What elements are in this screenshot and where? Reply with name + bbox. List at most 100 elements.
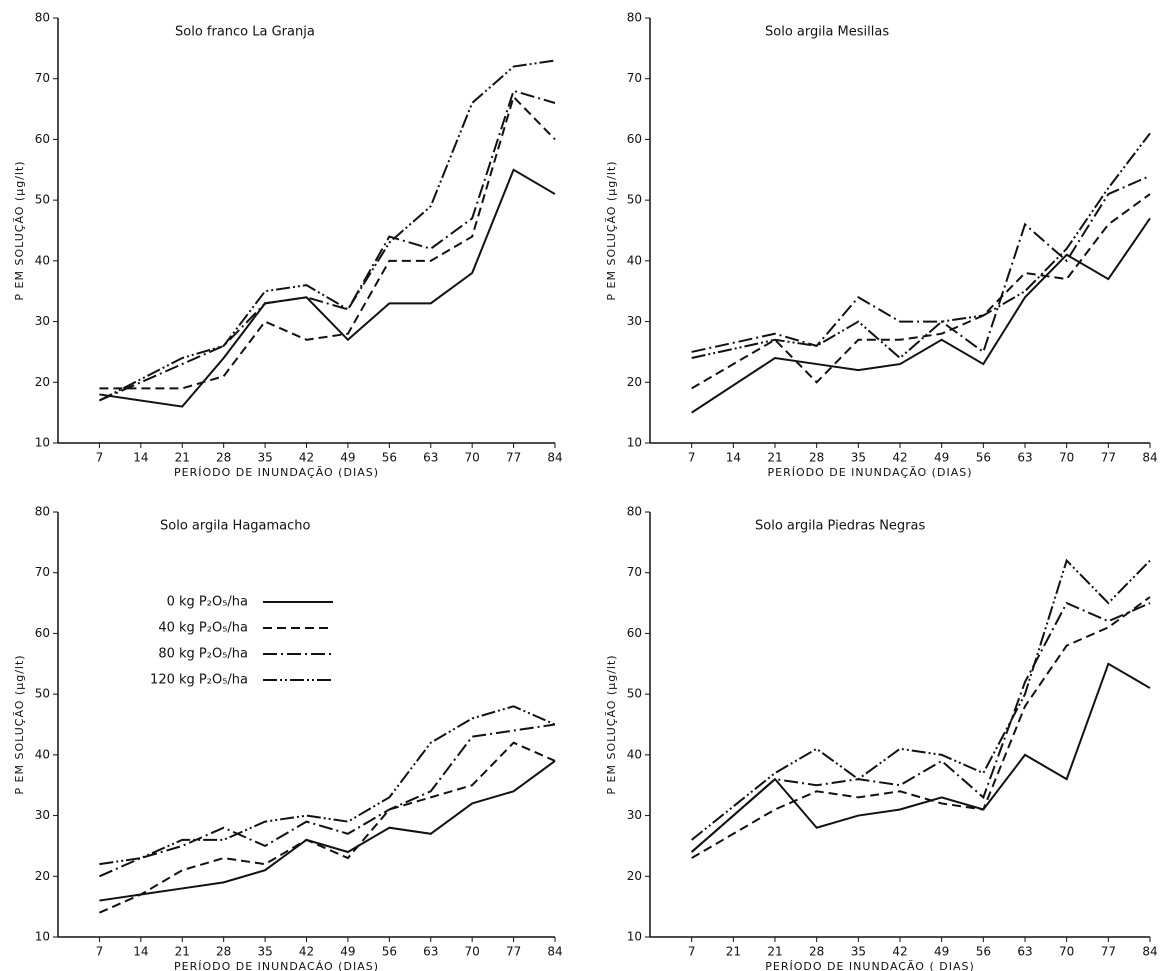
y-tick-label: 20 — [627, 869, 642, 883]
series-line — [691, 596, 1151, 859]
x-axis-label: PERÍODO DE INUNDAÇÃO (DIAS) — [767, 466, 972, 479]
x-tick-label: 21 — [175, 945, 190, 959]
x-tick-label: 56 — [382, 945, 397, 959]
y-axis-label: P EM SOLUÇÃO (µg/lt) — [13, 160, 26, 300]
x-tick-label: 42 — [299, 451, 314, 465]
x-tick-label: 49 — [934, 451, 949, 465]
series-line — [691, 193, 1151, 390]
panel: 10 20 30 40 50 60 70 80 7 14 21 28 35 42 49 56 63 70 77 84 S… — [605, 11, 1158, 480]
x-tick-label: 70 — [465, 945, 480, 959]
y-tick-label: 50 — [627, 687, 642, 701]
y-axis-label: P EM SOLUÇÃO (µg/lt) — [13, 654, 26, 794]
series-line — [691, 601, 1151, 853]
x-tick-label: 56 — [976, 945, 991, 959]
y-tick-label: 30 — [35, 808, 50, 822]
x-tick-label: 14 — [133, 451, 148, 465]
y-tick-label: 30 — [627, 314, 642, 328]
x-tick-label: 63 — [423, 945, 438, 959]
x-tick-label: 77 — [1101, 451, 1116, 465]
y-tick-label: 20 — [35, 869, 50, 883]
chart-title: Solo franco La Granja — [175, 25, 315, 40]
x-tick-label: 42 — [892, 451, 907, 465]
x-tick-label: 28 — [216, 451, 231, 465]
series-line — [691, 217, 1151, 414]
x-tick-label: 84 — [547, 451, 562, 465]
series-line — [99, 741, 556, 914]
x-tick-label: 28 — [216, 945, 231, 959]
y-tick-label: 80 — [35, 505, 50, 519]
y-axis-label: P EM SOLUÇÃO (µg/lt) — [605, 160, 618, 300]
panel: 10 20 30 40 50 60 70 80 7 14 21 28 35 42 49 56 63 70 77 84 S… — [13, 11, 563, 480]
series-line — [99, 723, 556, 878]
series-line — [99, 760, 556, 902]
y-tick-label: 50 — [627, 193, 642, 207]
x-tick-label: 77 — [1101, 945, 1116, 959]
y-tick-label: 20 — [627, 375, 642, 389]
x-tick-label: 70 — [1059, 451, 1074, 465]
x-tick-label: 7 — [96, 945, 104, 959]
legend-label: 40 kg P₂O₅/ha — [158, 621, 248, 636]
series-line — [691, 662, 1151, 853]
y-tick-label: 60 — [35, 626, 50, 640]
x-tick-label: 42 — [299, 945, 314, 959]
y-tick-label: 70 — [627, 565, 642, 579]
y-tick-label: 80 — [35, 11, 50, 25]
series-line — [691, 174, 1151, 354]
y-tick-label: 40 — [627, 253, 642, 267]
y-tick-label: 80 — [627, 11, 642, 25]
series-line — [99, 168, 556, 408]
chart-title: Solo argila Piedras Negras — [755, 519, 925, 534]
x-tick-label: 21 — [726, 945, 741, 959]
chart-title: Solo argila Mesillas — [765, 25, 889, 40]
legend-label: 120 kg P₂O₅/ha — [150, 673, 248, 688]
panel: 10 20 30 40 50 60 70 80 7 14 21 28 35 42 49 56 63 70 77 84 S… — [13, 505, 563, 971]
y-tick-label: 50 — [35, 193, 50, 207]
series-line — [691, 132, 1151, 360]
y-tick-label: 20 — [35, 375, 50, 389]
y-tick-label: 10 — [35, 930, 50, 944]
series-line — [99, 95, 556, 390]
x-tick-label: 35 — [851, 945, 866, 959]
x-tick-label: 21 — [175, 451, 190, 465]
x-tick-label: 7 — [96, 451, 104, 465]
y-tick-label: 30 — [627, 808, 642, 822]
x-tick-label: 70 — [465, 451, 480, 465]
x-tick-label: 56 — [976, 451, 991, 465]
chart-title: Solo argila Hagamacho — [160, 519, 311, 534]
y-tick-label: 70 — [35, 71, 50, 85]
x-tick-label: 63 — [1017, 451, 1032, 465]
x-tick-label: 7 — [688, 451, 696, 465]
y-tick-label: 70 — [627, 71, 642, 85]
x-tick-label: 35 — [851, 451, 866, 465]
y-tick-label: 10 — [35, 436, 50, 450]
x-axis-label: PERÍODO DE INUNDAÇÃO ( DIAS) — [765, 960, 975, 971]
x-tick-label: 21 — [767, 945, 782, 959]
y-axis-label: P EM SOLUÇÃO (µg/lt) — [605, 654, 618, 794]
x-tick-label: 63 — [1017, 945, 1032, 959]
y-tick-label: 30 — [35, 314, 50, 328]
x-tick-label: 21 — [767, 451, 782, 465]
series-line — [99, 89, 556, 402]
x-tick-label: 35 — [257, 945, 272, 959]
x-tick-label: 14 — [133, 945, 148, 959]
x-tick-label: 49 — [340, 945, 355, 959]
y-tick-label: 40 — [35, 747, 50, 761]
y-tick-label: 40 — [35, 253, 50, 267]
y-tick-label: 70 — [35, 565, 50, 579]
x-tick-label: 14 — [726, 451, 741, 465]
x-tick-label: 49 — [340, 451, 355, 465]
x-tick-label: 63 — [423, 451, 438, 465]
x-axis-label: PERÍODO DE INUNDAÇÃO (DIAS) — [174, 466, 379, 479]
x-tick-label: 84 — [1142, 451, 1157, 465]
x-tick-label: 28 — [809, 451, 824, 465]
x-tick-label: 28 — [809, 945, 824, 959]
y-tick-label: 80 — [627, 505, 642, 519]
x-tick-label: 49 — [934, 945, 949, 959]
y-tick-label: 10 — [627, 930, 642, 944]
y-tick-label: 10 — [627, 436, 642, 450]
x-tick-label: 84 — [547, 945, 562, 959]
y-tick-label: 40 — [627, 747, 642, 761]
x-tick-label: 7 — [688, 945, 696, 959]
series-line — [98, 59, 556, 402]
